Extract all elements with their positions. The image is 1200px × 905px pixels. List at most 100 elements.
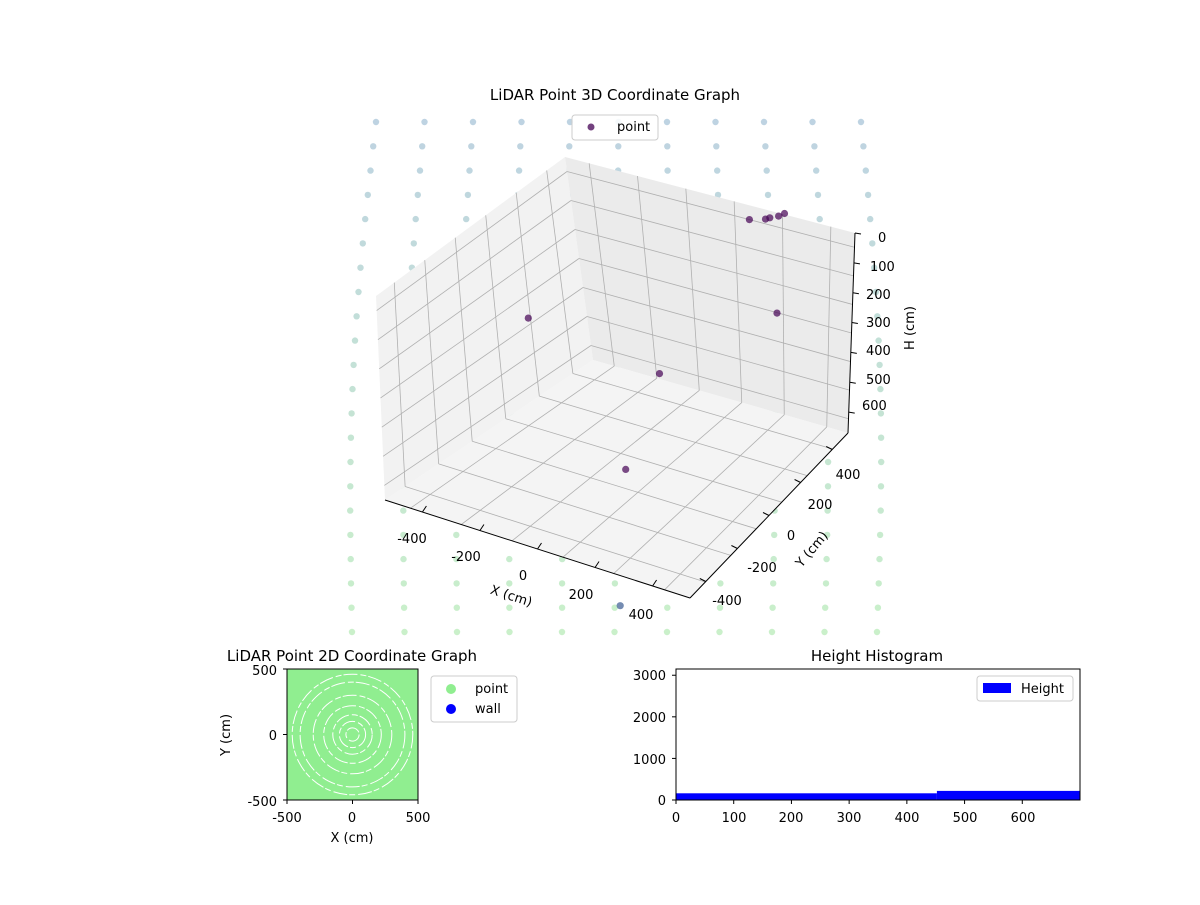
cloud-point <box>875 337 882 344</box>
x-tick-label-2d: 500 <box>406 811 431 826</box>
y-tick-label-2d: -500 <box>247 795 277 810</box>
histogram-x-tick-label: 500 <box>953 811 978 826</box>
data-point-3d <box>616 602 624 610</box>
y-tick-label-3d: -200 <box>747 561 777 576</box>
cloud-point <box>857 118 865 126</box>
cloud-point <box>716 628 723 636</box>
cloud-point <box>876 555 883 563</box>
cloud-point <box>347 580 355 587</box>
grid-line <box>578 258 852 334</box>
cloud-point <box>357 264 364 271</box>
histogram-y-tick-label: 3000 <box>633 669 666 684</box>
grid-line <box>511 390 700 542</box>
z-tick-label-3d: 200 <box>866 288 891 303</box>
cloud-point <box>873 628 881 636</box>
y-tick-label-3d: -400 <box>712 594 742 609</box>
x-tick-3d <box>421 505 427 513</box>
cloud-point <box>347 434 355 441</box>
cloud-point <box>811 143 818 150</box>
cloud-point <box>410 240 417 247</box>
grid-line <box>505 418 782 503</box>
z-tick-3d <box>853 262 861 265</box>
z-tick-3d <box>852 292 859 295</box>
cloud-point <box>558 628 566 636</box>
histogram-x-tick-labels: 0 100 200 300 400 500 600 <box>672 811 1036 826</box>
cloud-point <box>421 118 428 126</box>
cloud-point <box>362 215 369 223</box>
z-tick-labels-3d: 0 100 200 300 400 500 600 <box>862 231 895 414</box>
cloud-point <box>364 191 371 199</box>
chart-2d-title: LiDAR Point 2D Coordinate Graph <box>227 647 477 665</box>
cloud-point <box>664 167 671 174</box>
y-axis-label-3d: Y (cm) <box>792 529 831 572</box>
cloud-point <box>558 580 566 587</box>
cloud-point <box>716 604 724 611</box>
cloud-point <box>506 580 513 587</box>
cloud-point <box>762 143 769 150</box>
chart-3d: LiDAR Point 3D Coordinate Graph -400 -20… <box>347 86 918 636</box>
ring-2d <box>323 705 382 764</box>
cloud-point <box>347 507 354 514</box>
cloud-point <box>869 240 876 247</box>
cloud-point <box>663 628 671 636</box>
grid-line <box>381 287 584 428</box>
cloud-point <box>862 167 869 174</box>
cloud-point <box>824 531 831 539</box>
grid-line <box>570 200 854 277</box>
x-axis-label-2d: X (cm) <box>331 831 374 846</box>
z-axis-line-3d <box>847 232 856 434</box>
cloud-point <box>351 337 359 344</box>
x-tick-3d <box>479 524 485 531</box>
y-tick-labels-2d: 500 0 -500 <box>247 664 277 810</box>
cloud-point <box>400 507 407 514</box>
cloud-point <box>464 191 472 199</box>
y-tick-label-2d: 500 <box>252 664 277 679</box>
y-tick-label-2d: 0 <box>269 729 277 744</box>
z-tick-3d <box>850 351 857 354</box>
grid-line <box>461 377 657 525</box>
y-tick-3d <box>699 578 707 582</box>
ring-2d <box>299 681 406 788</box>
y-tick-label-3d: 200 <box>808 498 833 513</box>
cloud-point <box>611 628 618 636</box>
chart-2d-rings <box>291 673 414 796</box>
cloud-point <box>809 118 816 126</box>
cloud-point <box>419 143 426 150</box>
ring-2d <box>312 694 393 775</box>
data-point-3d <box>775 212 783 220</box>
legend-3d-box <box>571 114 659 141</box>
cloud-point <box>370 143 377 150</box>
x-tick-3d <box>537 542 542 550</box>
cloud-point <box>768 628 776 636</box>
grid-line <box>566 171 855 248</box>
z-tick-3d <box>854 232 862 235</box>
cloud-point <box>412 215 419 223</box>
ring-2d <box>345 727 360 742</box>
z-tick-3d <box>848 411 855 414</box>
grid-line <box>384 345 592 486</box>
cloud-point <box>515 167 523 174</box>
cloud-point <box>877 410 885 417</box>
cloud-point <box>466 167 473 174</box>
grid-line <box>378 229 576 370</box>
grid-line <box>472 440 757 530</box>
x-tick-3d <box>594 561 600 568</box>
cloud-point <box>871 264 878 271</box>
cloud-point <box>348 604 355 611</box>
cloud-point <box>566 143 573 150</box>
grid-line <box>380 258 580 399</box>
cloud-point <box>822 604 829 611</box>
chart-3d-points <box>524 209 789 610</box>
cloud-point <box>813 167 820 174</box>
chart-2d-ticks <box>283 668 419 804</box>
x-tick-label-2d: 0 <box>348 811 356 826</box>
ring-2d <box>332 714 373 755</box>
z-tick-3d <box>851 322 858 325</box>
cloud-point <box>453 580 460 587</box>
cloud-point <box>463 215 470 223</box>
cloud-point <box>469 118 477 126</box>
cloud-point <box>506 628 513 636</box>
cloud-point <box>506 604 513 611</box>
cloud-point <box>347 531 354 539</box>
